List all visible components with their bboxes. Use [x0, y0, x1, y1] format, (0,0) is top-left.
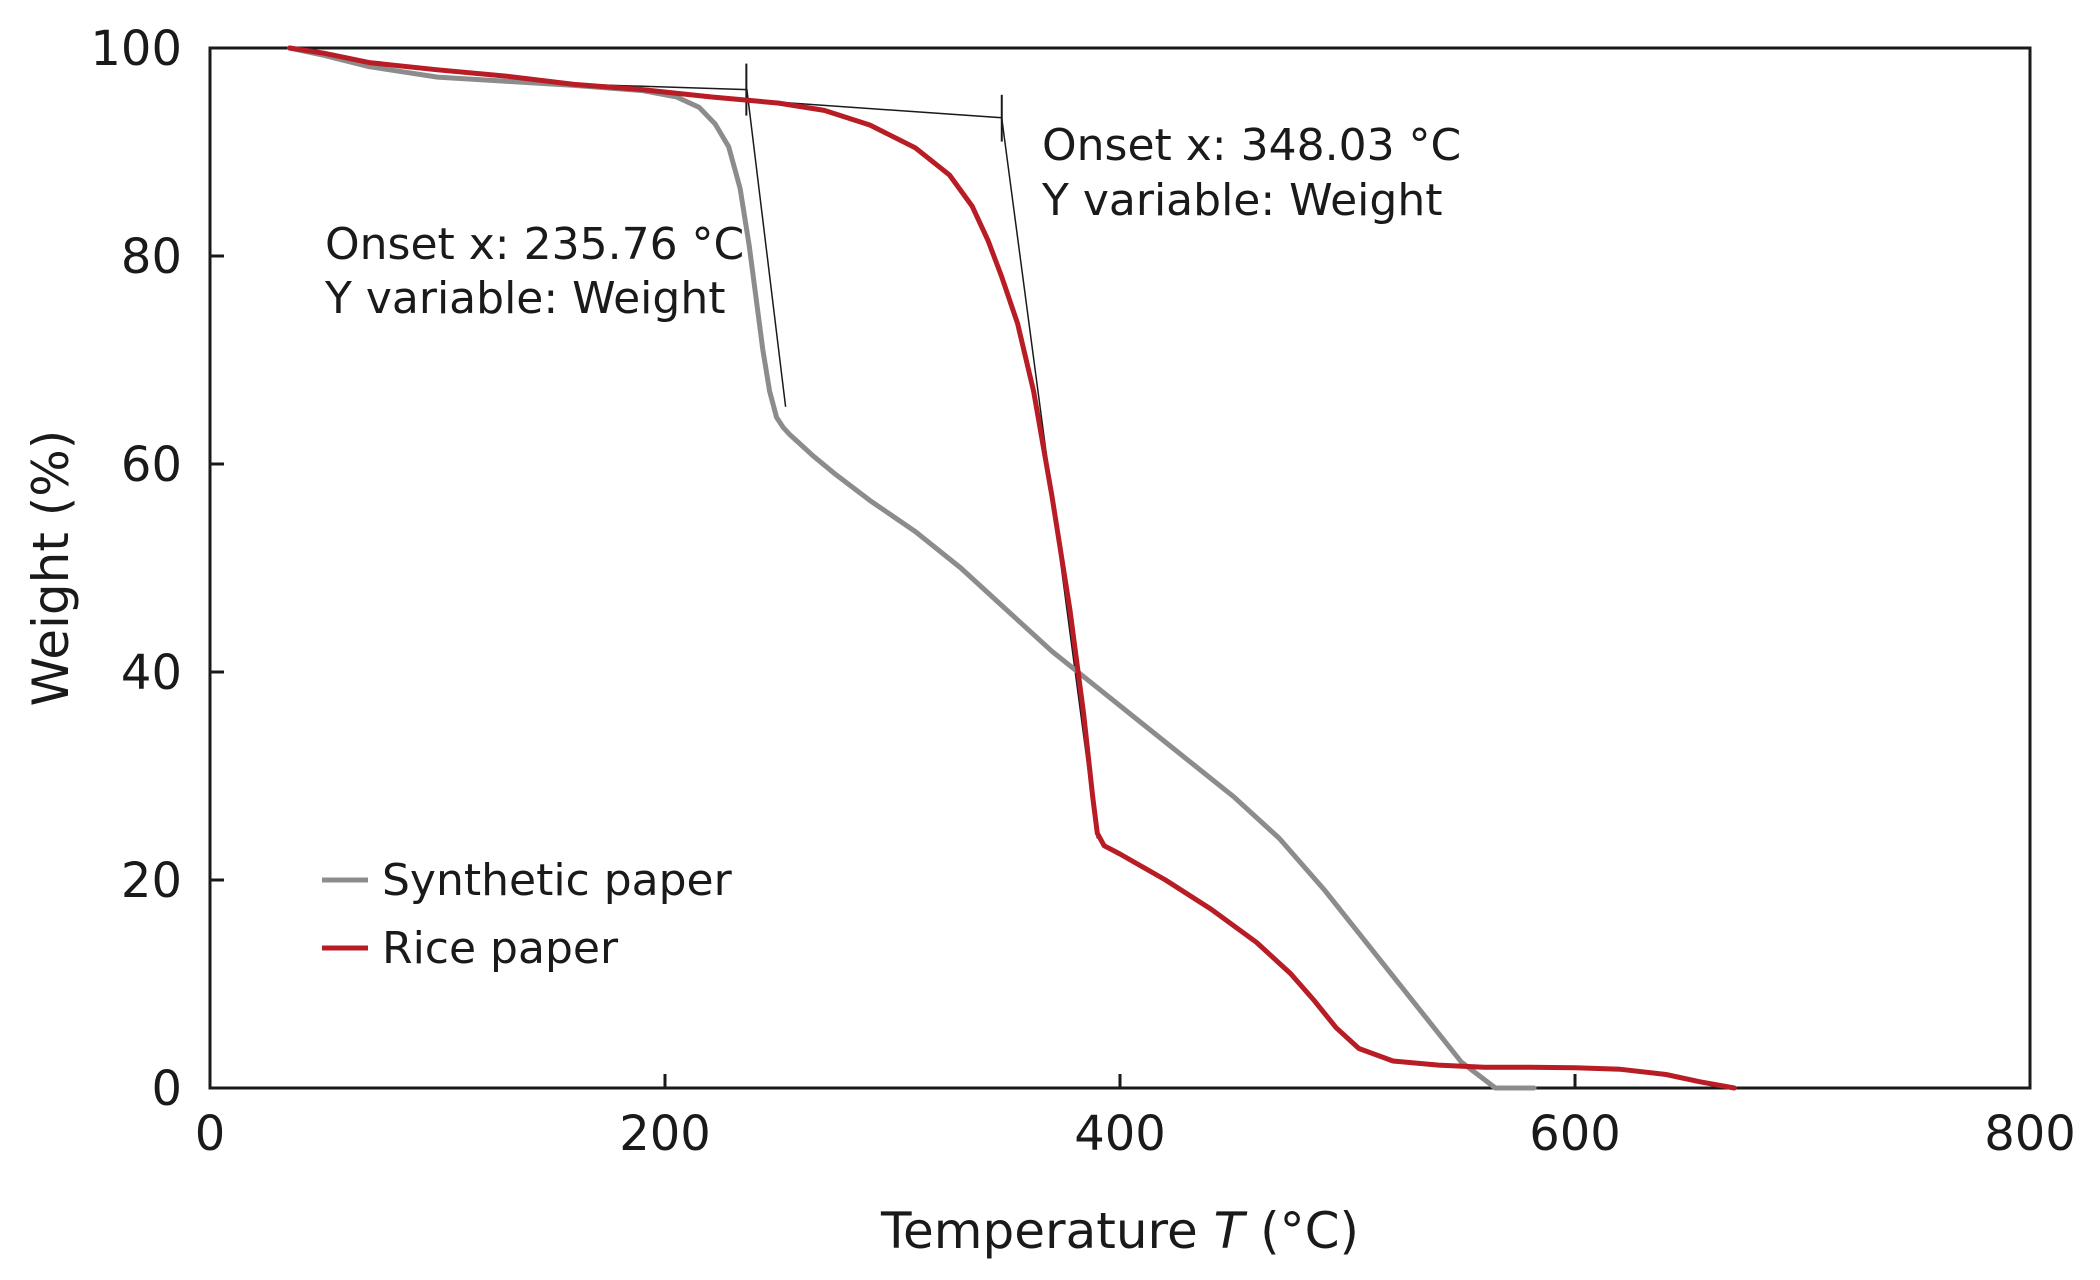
synthetic-onset-variable: Y variable: Weight — [324, 273, 725, 324]
legend-label-synthetic: Synthetic paper — [382, 855, 733, 906]
rice-onset-label: Onset x: 348.03 °C — [1042, 120, 1461, 171]
onset-construction-lines — [551, 63, 1099, 839]
x-tick-label: 0 — [195, 1106, 226, 1162]
synthetic-onset-label: Onset x: 235.76 °C — [325, 219, 744, 270]
x-axis-ticks: 0 200 400 600 800 — [195, 1074, 2076, 1162]
y-tick-label: 20 — [121, 853, 182, 909]
x-tick-label: 400 — [1074, 1106, 1166, 1162]
legend-label-rice: Rice paper — [382, 923, 619, 974]
rice-onset-variable: Y variable: Weight — [1041, 175, 1442, 226]
legend: Synthetic paper Rice paper — [322, 855, 733, 974]
y-axis-title: Weight (%) — [22, 430, 80, 707]
y-tick-label: 100 — [90, 21, 182, 77]
y-tick-label: 80 — [121, 229, 182, 285]
x-tick-label: 800 — [1984, 1106, 2076, 1162]
y-tick-label: 40 — [121, 645, 182, 701]
y-tick-label: 60 — [121, 437, 182, 493]
y-tick-label: 0 — [151, 1061, 182, 1117]
x-tick-label: 200 — [619, 1106, 711, 1162]
x-axis-title: Temperature T (°C) — [880, 1202, 1359, 1260]
rice-paper-series-line — [287, 45, 1737, 1091]
y-axis-ticks: 0 20 40 60 80 100 — [90, 21, 224, 1117]
series-lines — [287, 45, 1737, 1091]
x-tick-label: 600 — [1529, 1106, 1621, 1162]
